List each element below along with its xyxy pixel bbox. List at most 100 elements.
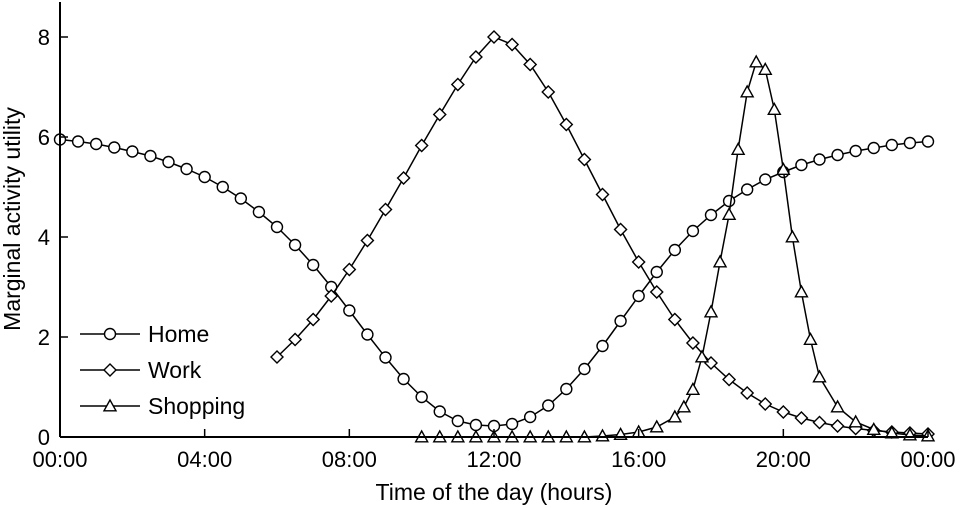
legend-marker-work	[103, 363, 117, 377]
data-point-shopping	[667, 409, 683, 423]
data-point-work	[396, 171, 411, 185]
data-point-shopping	[803, 332, 818, 345]
legend-marker-home	[103, 327, 117, 341]
data-point-shopping	[776, 162, 791, 176]
data-point-home	[740, 183, 754, 196]
data-point-home	[451, 414, 465, 428]
data-point-home	[578, 362, 591, 376]
data-point-work	[505, 37, 520, 52]
data-point-work	[595, 187, 610, 202]
y-tick-label: 2	[38, 325, 50, 350]
data-point-home	[560, 382, 573, 396]
data-point-home	[632, 289, 645, 303]
data-point-home	[650, 265, 663, 279]
data-point-home	[542, 399, 555, 412]
legend-label-shopping: Shopping	[148, 393, 245, 419]
data-point-shopping	[649, 419, 664, 433]
data-point-work	[414, 138, 429, 153]
data-point-work	[613, 222, 628, 237]
data-point-home	[415, 390, 428, 404]
data-point-home	[379, 351, 392, 364]
data-point-work	[667, 312, 682, 327]
data-point-home	[198, 170, 211, 184]
data-point-home	[144, 149, 157, 163]
data-point-work	[559, 117, 574, 132]
data-point-home	[180, 162, 193, 176]
data-point-home	[722, 194, 736, 208]
legend-item-home: Home	[80, 321, 209, 347]
legend-item-shopping: Shopping	[80, 393, 245, 419]
data-point-home	[361, 328, 374, 341]
y-tick-label: 8	[38, 25, 50, 50]
data-point-work	[541, 85, 556, 99]
data-point-work	[830, 419, 845, 433]
data-point-home	[288, 238, 302, 252]
data-point-work	[288, 332, 303, 347]
data-point-shopping	[767, 102, 782, 116]
legend-label-home: Home	[148, 321, 209, 347]
data-point-home	[759, 173, 772, 186]
x-tick-label: 00:00	[900, 447, 955, 472]
x-tick-label: 12:00	[466, 447, 521, 472]
series-line-work	[276, 36, 929, 435]
data-point-work	[685, 336, 700, 350]
data-point-work	[378, 202, 393, 217]
data-point-work	[342, 262, 357, 277]
legend-label-work: Work	[148, 357, 202, 383]
x-axis-label: Time of the day (hours)	[376, 479, 613, 505]
y-axis-label: Marginal activity utility	[0, 107, 25, 331]
data-point-shopping	[694, 349, 710, 363]
data-point-home	[270, 220, 284, 234]
data-point-home	[849, 144, 862, 158]
data-point-home	[343, 304, 356, 317]
data-point-work	[794, 411, 809, 425]
data-point-work	[523, 57, 538, 72]
data-point-home	[614, 314, 627, 328]
data-point-home	[668, 243, 682, 257]
data-point-home	[234, 192, 248, 205]
data-point-shopping	[712, 254, 728, 268]
data-point-work	[722, 372, 737, 387]
data-point-home	[469, 418, 483, 432]
data-point-home	[831, 148, 844, 162]
data-point-home	[686, 224, 700, 238]
series-home	[53, 133, 935, 433]
data-point-shopping	[749, 54, 764, 68]
data-point-work	[468, 50, 483, 64]
data-point-shopping	[721, 207, 737, 221]
x-tick-label: 20:00	[756, 447, 811, 472]
data-point-shopping	[794, 284, 809, 298]
data-point-shopping	[595, 428, 610, 442]
data-point-shopping	[685, 382, 701, 395]
data-point-work	[649, 285, 664, 299]
data-point-home	[505, 417, 519, 431]
data-point-work	[270, 350, 284, 364]
legend: Home Work Shopping	[80, 321, 245, 419]
data-point-home	[523, 410, 537, 424]
data-point-shopping	[703, 304, 719, 318]
data-point-shopping	[676, 399, 692, 413]
data-point-work	[360, 233, 375, 248]
data-point-work	[740, 386, 755, 400]
data-point-work	[758, 397, 773, 411]
data-point-home	[306, 258, 320, 272]
data-point-shopping	[848, 414, 863, 428]
data-point-home	[126, 145, 139, 158]
series-work	[270, 30, 935, 441]
x-tick-label: 08:00	[322, 447, 377, 472]
data-point-work	[306, 312, 321, 327]
data-point-work	[631, 255, 646, 269]
data-point-shopping	[739, 84, 755, 98]
data-point-home	[71, 135, 85, 148]
data-point-home	[108, 141, 121, 154]
data-point-work	[812, 415, 827, 430]
data-point-home	[397, 372, 410, 386]
data-point-work	[450, 77, 465, 92]
data-point-home	[252, 205, 266, 219]
series-line-home	[59, 138, 929, 427]
data-point-shopping	[812, 369, 827, 383]
data-point-work	[577, 152, 592, 167]
data-point-home	[596, 339, 609, 353]
y-tick-label: 6	[38, 125, 50, 150]
